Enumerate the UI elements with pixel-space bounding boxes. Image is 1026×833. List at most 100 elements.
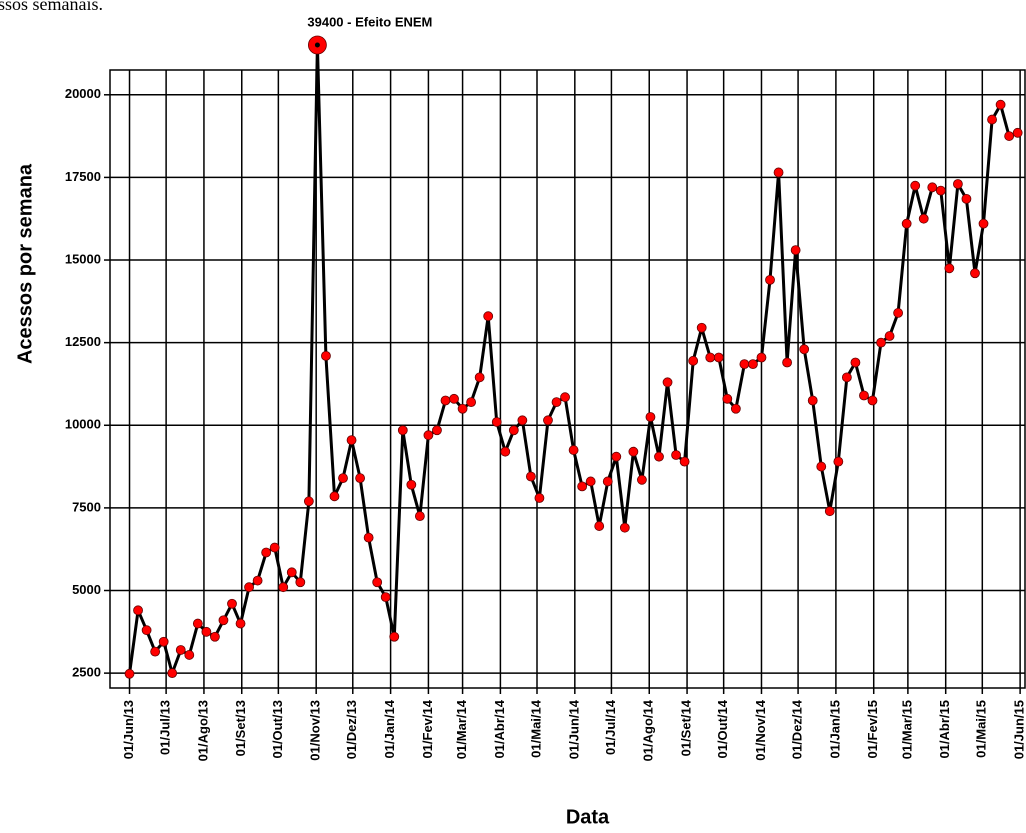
data-point bbox=[235, 618, 246, 629]
y-tick-label: 12500 bbox=[65, 334, 101, 349]
x-tick-label: 01/Out/14 bbox=[715, 699, 730, 758]
data-point bbox=[927, 182, 938, 193]
data-point bbox=[961, 193, 972, 204]
data-point bbox=[602, 476, 613, 487]
data-point bbox=[970, 268, 980, 279]
data-point bbox=[355, 473, 366, 484]
data-point bbox=[526, 471, 536, 482]
data-point bbox=[338, 473, 348, 484]
y-tick-label: 10000 bbox=[65, 417, 101, 432]
x-tick-label: 01/Jun/13 bbox=[121, 700, 136, 759]
x-tick-label: 01/Jun/15 bbox=[1012, 700, 1026, 759]
x-axis-label: Data bbox=[566, 806, 610, 828]
data-point bbox=[295, 577, 306, 588]
data-point bbox=[730, 403, 741, 414]
data-point bbox=[799, 344, 810, 355]
data-point bbox=[748, 359, 758, 370]
data-point bbox=[987, 114, 997, 125]
x-tick-label: 01/Ago/13 bbox=[195, 700, 210, 761]
x-tick-label: 01/Jul/13 bbox=[158, 700, 173, 755]
data-point bbox=[884, 331, 895, 341]
y-tick-label: 20000 bbox=[65, 86, 101, 101]
y-tick-label: 7500 bbox=[72, 499, 101, 514]
data-point bbox=[432, 425, 442, 436]
x-tick-label: 01/Nov/13 bbox=[308, 700, 323, 761]
data-point bbox=[167, 668, 178, 679]
data-point bbox=[372, 577, 383, 588]
data-point bbox=[824, 506, 835, 517]
data-point bbox=[184, 650, 195, 660]
data-point bbox=[705, 352, 716, 363]
data-point bbox=[739, 359, 750, 370]
x-tick-label: 01/Out/13 bbox=[270, 700, 285, 759]
y-tick-label: 17500 bbox=[65, 169, 101, 184]
data-point bbox=[935, 185, 946, 196]
data-point bbox=[807, 395, 818, 406]
data-point bbox=[141, 625, 152, 636]
x-tick-label: 01/Abr/14 bbox=[492, 699, 507, 758]
data-point bbox=[713, 352, 724, 363]
data-point bbox=[1012, 127, 1023, 138]
data-point bbox=[637, 474, 647, 485]
data-point bbox=[389, 631, 400, 642]
data-point bbox=[457, 403, 468, 414]
y-tick-label: 2500 bbox=[72, 665, 101, 680]
x-tick-label: 01/Jan/14 bbox=[382, 699, 397, 758]
data-point bbox=[765, 274, 775, 285]
data-point bbox=[303, 496, 314, 507]
data-point bbox=[995, 99, 1006, 110]
x-tick-label: 01/Jul/14 bbox=[603, 699, 618, 755]
data-point bbox=[491, 417, 502, 427]
x-tick-label: 01/Fev/14 bbox=[420, 699, 435, 758]
data-point bbox=[423, 430, 434, 441]
data-point bbox=[321, 350, 331, 361]
data-point bbox=[790, 245, 801, 256]
y-tick-label: 5000 bbox=[72, 582, 101, 597]
data-point bbox=[150, 646, 161, 657]
data-point bbox=[380, 592, 391, 603]
data-point bbox=[850, 357, 861, 368]
data-point bbox=[1004, 131, 1015, 141]
x-tick-label: 01/Mar/15 bbox=[899, 700, 914, 759]
data-point bbox=[483, 311, 494, 322]
x-tick-label: 01/Set/13 bbox=[233, 700, 248, 756]
x-tick-label: 01/Jun/14 bbox=[566, 699, 581, 759]
data-point bbox=[910, 180, 921, 191]
caption: acessos semanais. bbox=[0, 0, 103, 14]
data-point bbox=[474, 372, 485, 383]
data-point bbox=[918, 213, 929, 224]
data-point bbox=[175, 645, 186, 655]
data-point bbox=[269, 542, 280, 553]
data-point bbox=[782, 357, 792, 368]
data-point bbox=[859, 390, 869, 401]
data-point-center bbox=[314, 42, 320, 48]
data-point bbox=[585, 476, 596, 487]
plot-frame bbox=[109, 69, 1026, 689]
data-point bbox=[517, 415, 528, 426]
data-point bbox=[619, 522, 630, 533]
data-point bbox=[192, 618, 203, 629]
x-tick-label: 01/Mar/14 bbox=[454, 699, 469, 759]
data-point bbox=[363, 532, 374, 543]
data-point bbox=[466, 397, 477, 408]
data-point bbox=[261, 547, 272, 558]
data-point bbox=[551, 397, 562, 408]
data-point bbox=[329, 491, 340, 502]
data-point bbox=[252, 575, 263, 586]
data-point bbox=[841, 372, 852, 383]
data-point bbox=[577, 481, 588, 492]
data-point bbox=[867, 395, 878, 406]
x-tick-label: 01/Mai/14 bbox=[528, 699, 543, 758]
data-point bbox=[756, 352, 767, 363]
data-point bbox=[773, 167, 784, 178]
data-point bbox=[500, 446, 511, 457]
data-point bbox=[210, 631, 220, 642]
data-point bbox=[722, 393, 733, 404]
data-point bbox=[406, 479, 417, 490]
data-point bbox=[568, 445, 579, 455]
data-point bbox=[628, 446, 639, 457]
data-point bbox=[397, 425, 408, 436]
data-point bbox=[534, 493, 545, 503]
